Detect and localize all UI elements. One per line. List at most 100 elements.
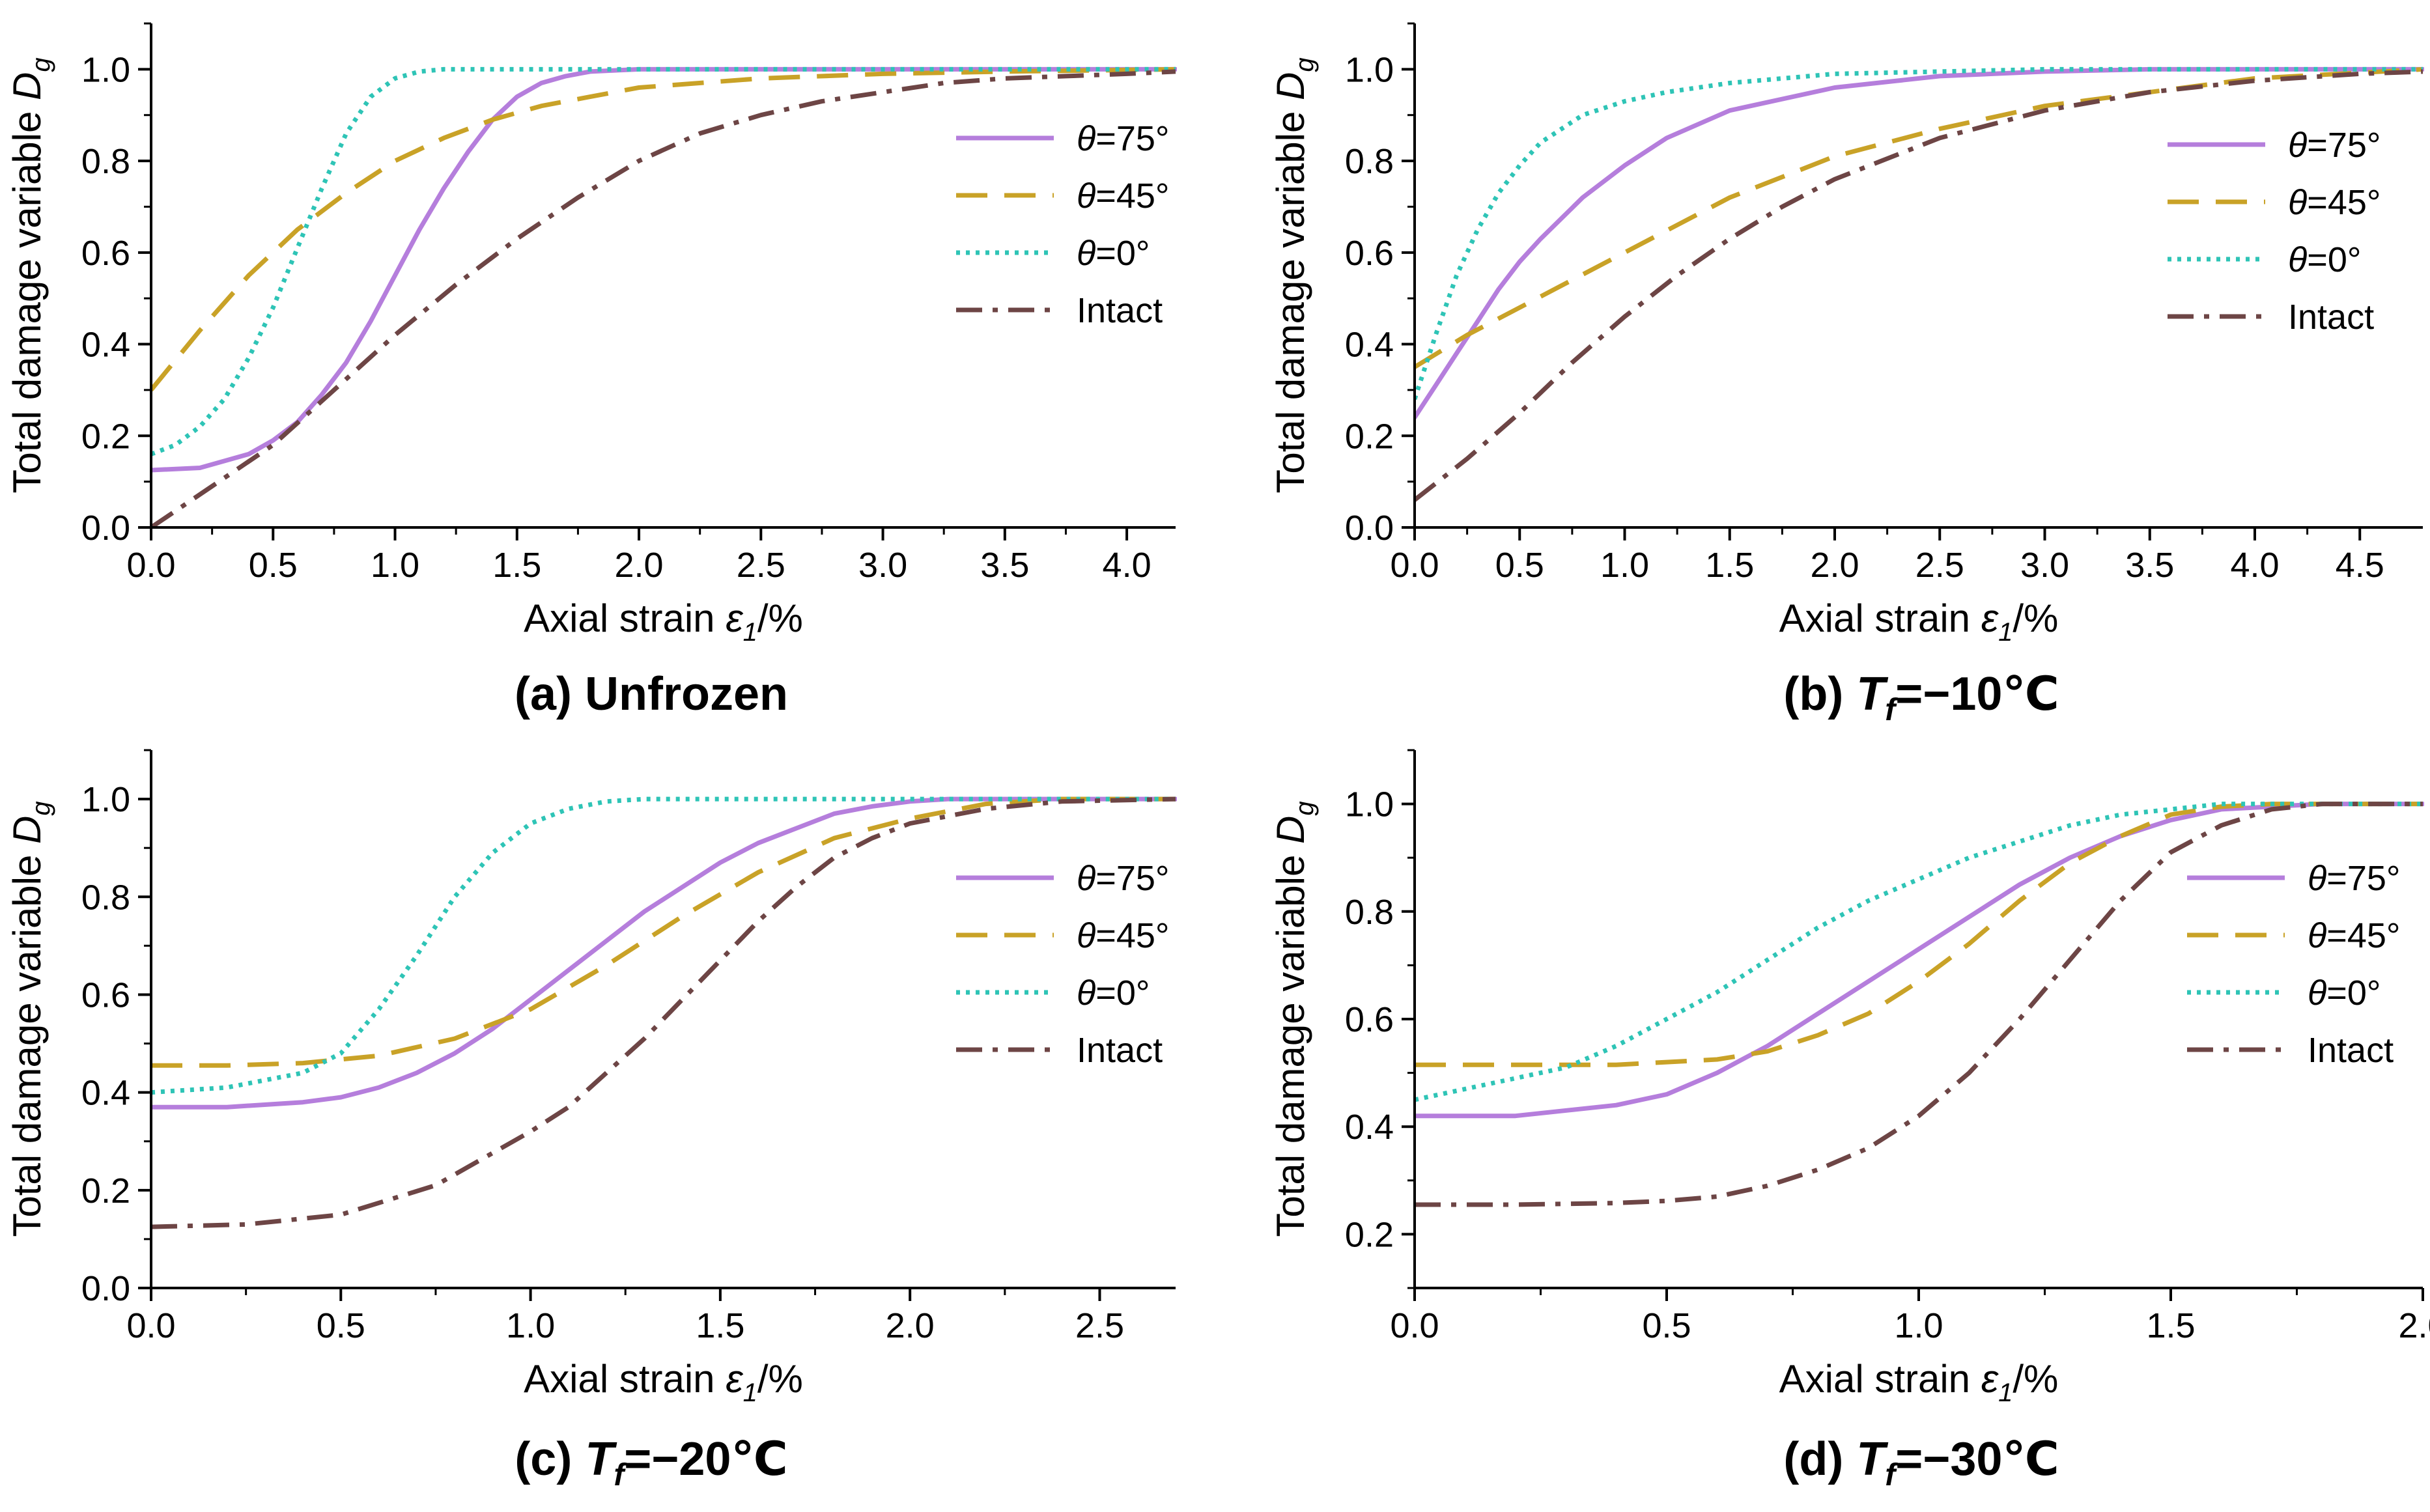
panel-b: 0.0 0.5 1.0 1.5 2.0 2.5 3.0 3.5 4.0 4.5 0.0 0.2 0.4 0… bbox=[1269, 22, 2424, 727]
x-axis-title-text: Axial strain bbox=[524, 1357, 726, 1401]
y-axis-title-text: Total damage variable bbox=[1269, 100, 1312, 494]
x-tick-label: 3.0 bbox=[858, 546, 907, 585]
legend-label-θ=75°: θ=75° bbox=[2288, 126, 2381, 165]
panel-c: 0.0 0.5 1.0 1.5 2.0 2.5 0.0 0.2 0.4 0.6 0.8 1.0 Tota… bbox=[5, 749, 1177, 1492]
legend-label-θ=75°: θ=75° bbox=[2308, 859, 2401, 898]
legend-text: =75° bbox=[1095, 859, 1169, 898]
y-tick-label: 0.8 bbox=[81, 878, 130, 917]
x-axis-title-sub: 1 bbox=[743, 1379, 757, 1407]
y-tick-label: 0.8 bbox=[1345, 142, 1394, 181]
x-tick-label: 1.0 bbox=[1894, 1306, 1943, 1345]
legend-theta: θ bbox=[2288, 240, 2307, 279]
legend-text: =45° bbox=[2326, 916, 2400, 955]
y-axis-title-sub: g bbox=[1290, 57, 1319, 72]
legend-theta: θ bbox=[2308, 916, 2326, 955]
y-tick-label: 0.4 bbox=[1345, 326, 1394, 365]
legend: θ=75°θ=45°θ=0°Intact bbox=[2187, 859, 2401, 1070]
legend-theta: θ bbox=[1077, 859, 1095, 898]
x-axis-title-var: ε bbox=[1981, 596, 1999, 640]
y-tick-label: 0.2 bbox=[81, 417, 130, 456]
x-axis-title-sub: 1 bbox=[743, 618, 757, 647]
legend-label-θ=45°: θ=45° bbox=[2288, 183, 2381, 222]
x-tick-label: 2.0 bbox=[1810, 546, 1859, 585]
x-tick-label: 1.0 bbox=[1600, 546, 1649, 585]
x-tick-label: 0.5 bbox=[1642, 1306, 1691, 1345]
y-tick-label: 1.0 bbox=[1345, 50, 1394, 89]
series-line-θ=45° bbox=[151, 796, 1176, 1068]
x-tick-label: 2.0 bbox=[2398, 1306, 2430, 1345]
series-line-θ=0° bbox=[1415, 802, 2423, 1102]
x-tick-label: 3.5 bbox=[980, 546, 1029, 585]
caption-prefix: (d) bbox=[1783, 1433, 1856, 1485]
series-line-θ=0° bbox=[151, 66, 1176, 456]
panel-caption: (a) Unfrozen bbox=[515, 668, 788, 720]
x-axis-title: Axial strain ε1/% bbox=[524, 596, 803, 647]
legend-label-θ=0°: θ=0° bbox=[1077, 234, 1150, 273]
series-group bbox=[1415, 802, 2424, 1207]
x-tick-label: 0.5 bbox=[249, 546, 298, 585]
panel-caption: (d) Tf=−30℃ bbox=[1783, 1433, 2059, 1492]
legend-label-Intact: Intact bbox=[2308, 1031, 2394, 1070]
x-tick-label: 4.5 bbox=[2336, 546, 2384, 585]
y-axis-title-var: D bbox=[1269, 816, 1312, 844]
x-tick-label: 0.0 bbox=[126, 1306, 175, 1345]
y-tick-label: 0.6 bbox=[1345, 1000, 1394, 1039]
y-tick-label: 0.2 bbox=[1345, 417, 1394, 456]
legend-text: =0° bbox=[2307, 240, 2361, 279]
series-line-θ=0° bbox=[1415, 66, 2423, 400]
y-tick-label: 0.4 bbox=[81, 326, 130, 365]
x-tick-label: 2.5 bbox=[1075, 1306, 1124, 1345]
legend-theta: θ bbox=[1077, 234, 1095, 273]
legend-text: =0° bbox=[1095, 234, 1150, 273]
legend-theta: θ bbox=[2308, 973, 2326, 1013]
panel-a: 0.0 0.5 1.0 1.5 2.0 2.5 3.0 3.5 4.0 0.0 0.2 0.4 0.6 0… bbox=[5, 22, 1177, 720]
series-line-θ=45° bbox=[151, 66, 1176, 392]
legend-label-θ=0°: θ=0° bbox=[1077, 973, 1150, 1013]
caption-prefix: (a) Unfrozen bbox=[515, 668, 788, 720]
legend-theta: θ bbox=[2308, 859, 2326, 898]
series-line-θ=45° bbox=[1415, 802, 2423, 1067]
legend-label-Intact: Intact bbox=[1077, 291, 1163, 330]
caption-suffix: =−30℃ bbox=[1895, 1433, 2059, 1485]
legend-text: Intact bbox=[2288, 298, 2374, 337]
series-line-Intact bbox=[151, 796, 1176, 1229]
x-tick-label: 2.5 bbox=[1915, 546, 1964, 585]
x-axis-title-unit: /% bbox=[757, 596, 803, 640]
y-axis-title-sub: g bbox=[1290, 801, 1319, 815]
legend-text: Intact bbox=[2308, 1031, 2394, 1070]
y-tick-label: 1.0 bbox=[81, 780, 130, 819]
y-axis-title: Total damage variable Dg bbox=[1269, 801, 1319, 1237]
series-group bbox=[151, 66, 1177, 527]
legend-theta: θ bbox=[2288, 126, 2307, 165]
legend-theta: θ bbox=[1077, 973, 1095, 1013]
series-line-θ=45° bbox=[1415, 66, 2423, 369]
legend-theta: θ bbox=[1077, 916, 1095, 955]
x-tick-label: 2.5 bbox=[737, 546, 785, 585]
x-tick-label: 4.0 bbox=[2230, 546, 2279, 585]
x-axis-title-text: Axial strain bbox=[1779, 1357, 1981, 1401]
series-line-Intact bbox=[1415, 69, 2423, 502]
legend-label-θ=75°: θ=75° bbox=[1077, 119, 1170, 158]
legend-label-θ=75°: θ=75° bbox=[1077, 859, 1170, 898]
y-axis-title-var: D bbox=[5, 816, 49, 844]
x-tick-label: 1.5 bbox=[492, 546, 541, 585]
y-tick-label: 0.2 bbox=[1345, 1215, 1394, 1254]
caption-var: T bbox=[1856, 1433, 1889, 1485]
x-axis-title-var: ε bbox=[1981, 1357, 1999, 1401]
x-tick-label: 0.5 bbox=[1495, 546, 1544, 585]
y-tick-label: 0.0 bbox=[81, 509, 130, 548]
x-axis-title-var: ε bbox=[726, 596, 744, 640]
x-tick-label: 1.5 bbox=[2146, 1306, 2195, 1345]
series-line-θ=75° bbox=[1415, 802, 2424, 1119]
legend-text: =0° bbox=[2326, 973, 2381, 1013]
series-line-Intact bbox=[1415, 802, 2423, 1207]
x-tick-label: 2.0 bbox=[615, 546, 664, 585]
caption-sub: f bbox=[1885, 1458, 1898, 1492]
y-tick-label: 0.4 bbox=[81, 1074, 130, 1113]
x-axis-title-var: ε bbox=[726, 1357, 744, 1401]
y-tick-label: 0.0 bbox=[81, 1269, 130, 1308]
x-tick-label: 1.5 bbox=[696, 1306, 744, 1345]
y-tick-label: 0.2 bbox=[81, 1171, 130, 1211]
series-line-θ=0° bbox=[151, 796, 1176, 1095]
y-axis-title-sub: g bbox=[27, 801, 55, 815]
